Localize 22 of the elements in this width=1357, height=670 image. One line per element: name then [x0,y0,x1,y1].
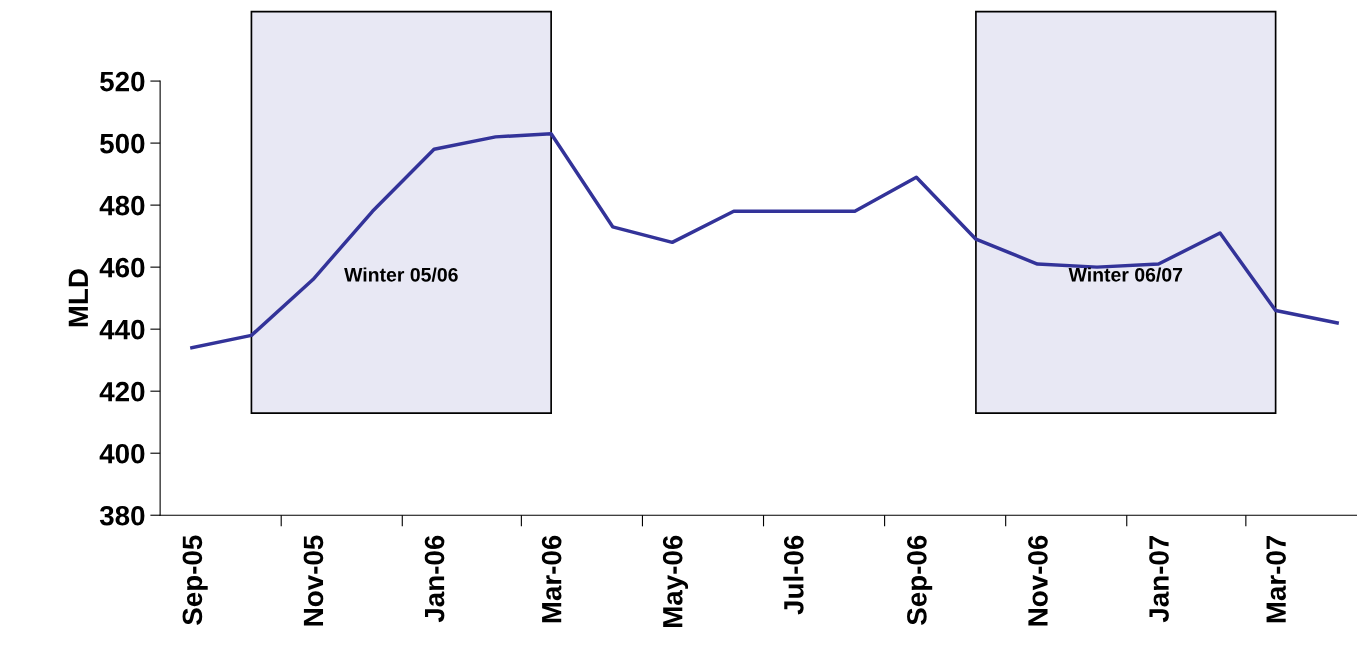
band-label: Winter 05/06 [344,267,458,282]
y-tick-label: 420 [99,381,145,402]
line-series [190,132,1339,350]
band-label: Winter 06/07 [1068,267,1183,282]
y-tick-label: 460 [99,257,145,278]
y-tick-label: 400 [99,443,145,464]
y-tick-label: 520 [100,71,145,92]
x-tick-label: Jan-07 [1149,535,1169,623]
y-tick-label: 480 [99,195,145,216]
x-tick-label: Sep-06 [907,535,933,625]
y-axis-title: MLD [68,269,88,327]
x-tick-label: Jul-06 [783,535,804,615]
x-tick-label: Nov-05 [303,535,324,626]
y-tick-label: 380 [99,505,145,526]
x-tick-label: Sep-05 [182,535,208,625]
x-tick-label: Nov-06 [1028,535,1048,626]
x-tick-label: May-06 [662,535,689,627]
y-tick-label: 440 [99,319,145,340]
x-tick-label: Jan-06 [424,535,445,623]
x-tick-label: Mar-07 [1266,535,1286,623]
x-tick-label: Mar-06 [541,535,562,623]
y-tick-label: 500 [100,133,145,154]
